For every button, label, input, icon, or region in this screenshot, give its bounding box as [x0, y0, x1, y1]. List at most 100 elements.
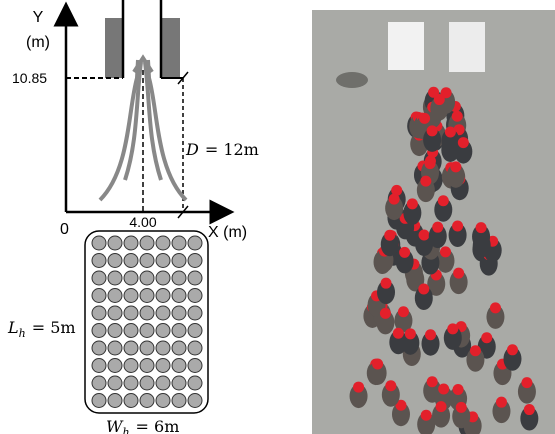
- width-label: Wh= 6m: [106, 417, 179, 434]
- pedestrian: [124, 254, 138, 268]
- center-x-label: 4.00: [129, 214, 156, 230]
- pedestrian: [188, 254, 202, 268]
- person-cap: [456, 402, 467, 413]
- pedestrian: [140, 306, 154, 320]
- exit-y-label: 10.85: [12, 70, 47, 86]
- pedestrian: [108, 324, 122, 338]
- person-cap: [450, 161, 461, 172]
- distance-label: D = 12m: [185, 140, 259, 159]
- pedestrian: [156, 324, 170, 338]
- person-cap: [453, 268, 464, 279]
- person-cap: [393, 328, 404, 339]
- y-unit: (m): [26, 34, 50, 51]
- pedestrian: [172, 376, 186, 390]
- pedestrian: [188, 324, 202, 338]
- pedestrian: [124, 289, 138, 303]
- person-cap: [384, 230, 395, 241]
- pedestrian: [124, 324, 138, 338]
- person-cap: [380, 308, 391, 319]
- pedestrian: [108, 376, 122, 390]
- person-cap: [398, 306, 409, 317]
- person-cap: [434, 94, 445, 105]
- person-cap: [419, 230, 430, 241]
- pedestrian: [124, 359, 138, 373]
- pedestrian: [92, 341, 106, 355]
- diagram: Y (m) 10.85 0 4.00 X (m) D= 12m Lh= 5m W…: [7, 0, 259, 434]
- person-cap: [447, 323, 458, 334]
- pedestrian: [172, 394, 186, 408]
- pedestrian: [188, 289, 202, 303]
- person-cap: [399, 247, 410, 258]
- pedestrian: [140, 324, 154, 338]
- pedestrian: [108, 306, 122, 320]
- pedestrian: [124, 236, 138, 250]
- pedestrian: [92, 306, 106, 320]
- barrier: [449, 22, 485, 72]
- pedestrian: [92, 236, 106, 250]
- subscript: h: [19, 327, 26, 340]
- pedestrian: [124, 271, 138, 285]
- value: = 5m: [32, 318, 76, 337]
- person-cap: [496, 397, 507, 408]
- person-cap: [445, 126, 456, 137]
- pedestrian: [140, 254, 154, 268]
- person-cap: [452, 111, 463, 122]
- pedestrian: [156, 271, 170, 285]
- person-cap: [521, 377, 532, 388]
- length-label: Lh= 5m: [7, 318, 76, 340]
- pedestrian: [108, 359, 122, 373]
- person-cap: [452, 221, 463, 232]
- person-cap: [385, 380, 396, 391]
- pedestrian: [140, 341, 154, 355]
- person-cap: [436, 401, 447, 412]
- person-cap: [481, 332, 492, 343]
- person-cap: [427, 376, 438, 387]
- pedestrian: [140, 271, 154, 285]
- person-cap: [432, 222, 443, 233]
- person-cap: [407, 198, 418, 209]
- person-cap: [458, 137, 469, 148]
- person-cap: [524, 404, 535, 415]
- pedestrian: [124, 306, 138, 320]
- pedestrian: [156, 394, 170, 408]
- pedestrian: [92, 254, 106, 268]
- symbol: W: [106, 417, 124, 434]
- pedestrian: [172, 271, 186, 285]
- pedestrian: [108, 289, 122, 303]
- person-cap: [507, 344, 518, 355]
- pedestrian: [92, 324, 106, 338]
- pedestrian: [108, 394, 122, 408]
- pedestrian: [140, 236, 154, 250]
- person-cap: [420, 176, 431, 187]
- person-cap: [490, 302, 501, 313]
- flow-curve: [125, 62, 141, 180]
- pedestrian: [172, 306, 186, 320]
- pedestrian: [92, 359, 106, 373]
- pedestrian: [140, 376, 154, 390]
- manhole: [336, 72, 368, 88]
- flow-curve: [145, 62, 161, 180]
- person-cap: [381, 278, 392, 289]
- pedestrian: [124, 376, 138, 390]
- person-cap: [421, 410, 432, 421]
- y-label: Y: [33, 9, 44, 26]
- pedestrian: [108, 271, 122, 285]
- pedestrian: [124, 341, 138, 355]
- pedestrian: [108, 341, 122, 355]
- pedestrian: [92, 394, 106, 408]
- figure: Y (m) 10.85 0 4.00 X (m) D= 12m Lh= 5m W…: [0, 0, 555, 434]
- person-cap: [440, 246, 451, 257]
- pedestrian: [156, 289, 170, 303]
- person-cap: [372, 358, 383, 369]
- value: = 6m: [136, 417, 180, 434]
- flow-curve: [100, 60, 138, 200]
- pedestrian: [108, 254, 122, 268]
- x-label: X (m): [208, 224, 247, 241]
- person-cap: [425, 329, 436, 340]
- symbol: D: [185, 140, 199, 159]
- pedestrian: [188, 271, 202, 285]
- value: = 12m: [205, 140, 259, 159]
- pedestrian: [188, 236, 202, 250]
- right-barrier: [161, 18, 180, 78]
- pedestrian: [92, 271, 106, 285]
